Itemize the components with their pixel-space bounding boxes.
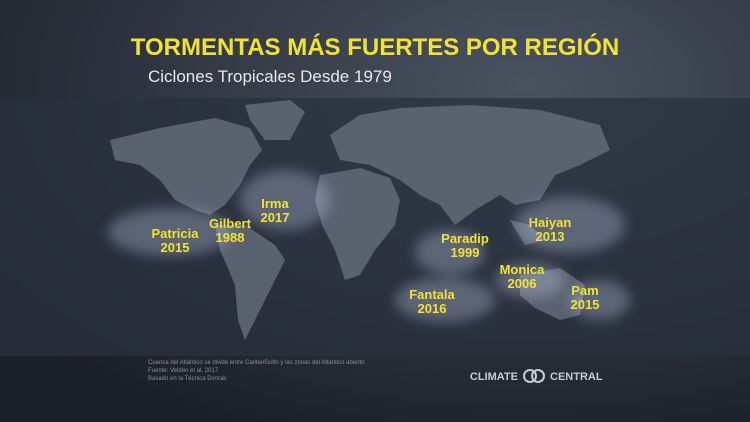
logo-icon	[531, 369, 545, 383]
storm-name: Irma	[261, 196, 289, 211]
storm-name: Gilbert	[209, 216, 252, 231]
storm-year: 2016	[418, 301, 447, 316]
logo-text: CLIMATE	[470, 371, 518, 383]
title: TORMENTAS MÁS FUERTES POR REGIÓN	[131, 33, 619, 61]
storm-name: Pam	[571, 283, 598, 298]
continents	[110, 100, 610, 340]
storm-year: 2015	[161, 240, 190, 255]
storm-year: 2006	[508, 276, 537, 291]
footnote: Fuente: Velden et al. 2017	[148, 368, 219, 374]
storm-year: 2015	[571, 297, 600, 312]
storm-name: Monica	[500, 262, 546, 277]
storm-year: 1988	[216, 230, 245, 245]
storm-name: Patricia	[152, 226, 200, 241]
storm-name: Haiyan	[529, 215, 572, 230]
subtitle: Ciclones Tropicales Desde 1979	[148, 67, 392, 86]
storm-name: Paradip	[441, 231, 489, 246]
storm-name: Fantala	[409, 287, 455, 302]
logo-text: CENTRAL	[550, 371, 603, 383]
storm-year: 2017	[261, 210, 290, 225]
footnote: Cuenca del Atlántico se divide entre Car…	[148, 360, 365, 366]
storm-zones	[108, 170, 630, 322]
storm-year: 2013	[536, 229, 565, 244]
storm-year: 1999	[451, 245, 480, 260]
logo-icon	[523, 369, 537, 383]
footnote: Basado en la Técnica Dvorak	[148, 376, 227, 382]
